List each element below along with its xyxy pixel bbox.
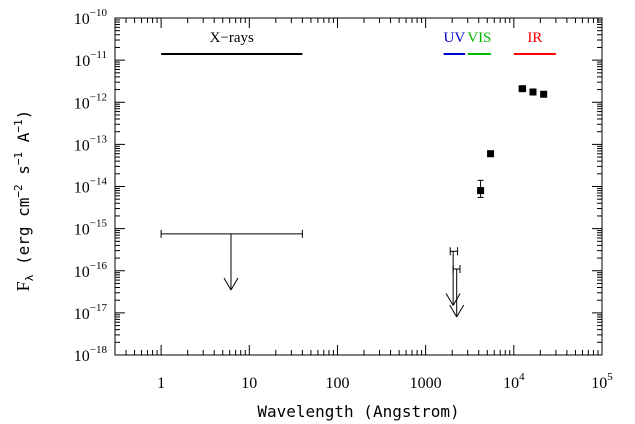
upper-limit-arrowhead bbox=[456, 304, 465, 318]
data-point bbox=[477, 187, 485, 195]
y-tick-label: 10−17 bbox=[74, 302, 108, 323]
band-label: IR bbox=[527, 30, 542, 46]
x-tick-label: 10 bbox=[241, 375, 257, 392]
x-axis-title: Wavelength (Angstrom) bbox=[257, 402, 459, 421]
data-point bbox=[487, 150, 495, 158]
y-tick-label: 10−13 bbox=[74, 133, 108, 154]
band-label: UV bbox=[444, 30, 466, 46]
upper-limit-arrowhead bbox=[449, 304, 458, 318]
x-tick-label: 104 bbox=[503, 371, 525, 392]
data-point bbox=[518, 85, 526, 93]
y-tick-label: 10−12 bbox=[74, 91, 107, 112]
upper-limit-arrowhead bbox=[445, 293, 454, 306]
band-label: X−rays bbox=[210, 30, 254, 46]
upper-limit-arrowhead bbox=[230, 277, 239, 291]
y-axis-title-text: Fλ (erg cm−2 s−1 A−1) bbox=[12, 110, 36, 292]
y-tick-label: 10−14 bbox=[74, 176, 108, 197]
data-point bbox=[540, 90, 548, 98]
y-tick-label: 10−10 bbox=[74, 7, 108, 28]
y-tick-label: 10−11 bbox=[74, 49, 107, 70]
y-tick-label: 10−16 bbox=[74, 260, 108, 281]
upper-limit-arrowhead bbox=[223, 277, 232, 291]
y-tick-label: 10−18 bbox=[74, 344, 108, 365]
x-tick-label: 1000 bbox=[410, 375, 442, 392]
y-tick-label: 10−15 bbox=[74, 218, 108, 239]
y-axis-title: Fλ (erg cm−2 s−1 A−1) bbox=[12, 110, 36, 292]
x-tick-label: 100 bbox=[325, 375, 349, 392]
x-tick-label: 1 bbox=[157, 375, 165, 392]
x-tick-label: 105 bbox=[591, 371, 613, 392]
data-point bbox=[529, 88, 537, 96]
plot-frame bbox=[114, 17, 603, 356]
band-label: VIS bbox=[467, 30, 491, 46]
